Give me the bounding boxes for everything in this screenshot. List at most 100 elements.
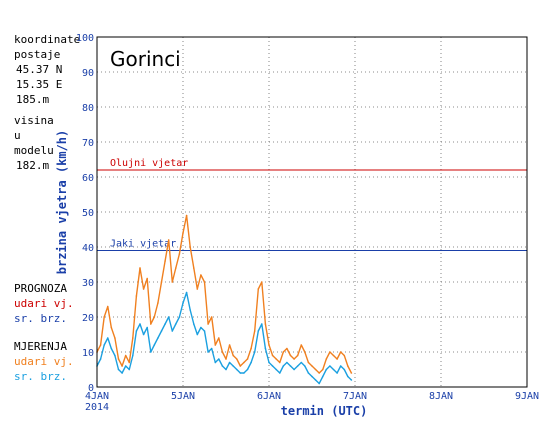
data-point [347,375,349,378]
data-point [314,379,317,381]
data-point [329,351,331,353]
data-point [149,323,152,325]
data-point [178,316,181,318]
data-point [210,316,213,318]
y-tick-label: 60 [82,173,94,184]
elevation: 185.m [16,93,50,106]
latitude: 45.37 N [16,63,63,76]
data-point [257,288,260,290]
data-point [203,281,206,283]
data-point [189,246,191,248]
thresholds: Olujni vjetar Jaki vjetar [97,158,527,251]
data-point [296,354,299,357]
legend-forecast-title: PROGNOZA [14,282,67,295]
legend-forecast-mean: sr. brz. [14,312,67,325]
data-point [167,316,170,318]
x-axis-label: termin (UTC) [281,404,368,418]
data-point [196,288,199,290]
data-point [146,277,148,280]
longitude: 15.35 E [16,78,63,91]
data-point [347,365,349,367]
data-point [114,354,116,357]
data-point [314,368,317,371]
data-point [175,323,177,325]
series-line [96,214,353,374]
data-point [200,274,202,276]
legend-measured-mean: sr. brz. [14,370,67,383]
data-point [157,302,159,304]
grid [97,37,527,387]
data-point [153,316,156,318]
data-point [182,232,184,234]
y-tick-label: 100 [76,33,94,44]
x-tick-label: 9JAN [515,391,539,402]
data-point [225,358,227,360]
chart-title: Gorinci [110,47,181,71]
data-point [139,323,141,325]
data-point [196,333,199,336]
data-point [278,361,281,364]
data-point [286,347,288,350]
data-point [171,330,174,332]
data-point [253,330,256,332]
data-point [142,288,145,290]
model-height-label: visina u modelu [14,114,54,157]
y-tick-label: 40 [82,243,94,254]
data-point [246,368,249,371]
y-ticks: 0 10 20 30 40 50 60 70 80 90 100 [76,33,94,394]
x-tick-label: 4JAN [85,391,109,402]
data-point [178,253,181,255]
data-point [153,344,156,346]
x-tick-label: 5JAN [171,391,195,402]
data-point [275,358,277,360]
legend: PROGNOZA udari vj. sr. brz. MJERENJA uda… [14,281,74,384]
data-point [235,368,238,371]
data-point [261,281,263,283]
x-tick-sublabel: 2014 [85,402,109,413]
data-point [142,333,145,336]
data-point [117,358,120,360]
data-point [264,323,267,325]
data-point [228,361,231,364]
data-point [282,351,285,353]
data-point [289,365,292,367]
data-point [293,358,295,360]
data-point [325,358,328,360]
x-tick-label: 6JAN [257,391,281,402]
data-point [128,361,131,364]
data-point [332,368,335,371]
data-point [318,382,320,385]
data-point [135,330,138,332]
data-point [149,351,152,353]
data-point [132,337,134,339]
data-point [185,214,188,217]
y-axis-label: brzina vjetra (km/h) [55,130,69,275]
data-point [282,365,285,367]
legend-measured-title: MJERENJA [14,340,67,353]
y-tick-label: 30 [82,278,94,289]
y-tick-label: 20 [82,313,94,324]
data-point [304,351,306,353]
data-point [253,351,256,353]
data-point [268,344,270,346]
data-point [321,375,324,378]
threshold-label: Olujni vjetar [110,158,188,169]
data-point [117,368,120,371]
data-point [121,372,123,374]
data-point [228,344,231,346]
data-point [325,368,328,371]
data-point [311,375,313,378]
data-point [221,365,224,367]
data-point [336,358,338,360]
x-tick-label: 8JAN [429,391,453,402]
data-point [157,337,159,339]
data-point [192,267,195,269]
data-point [103,316,105,318]
data-point [243,372,245,374]
data-point [329,365,331,367]
data-point [304,365,306,367]
data-point [164,323,166,325]
data-point [261,323,263,325]
data-point [164,260,166,262]
